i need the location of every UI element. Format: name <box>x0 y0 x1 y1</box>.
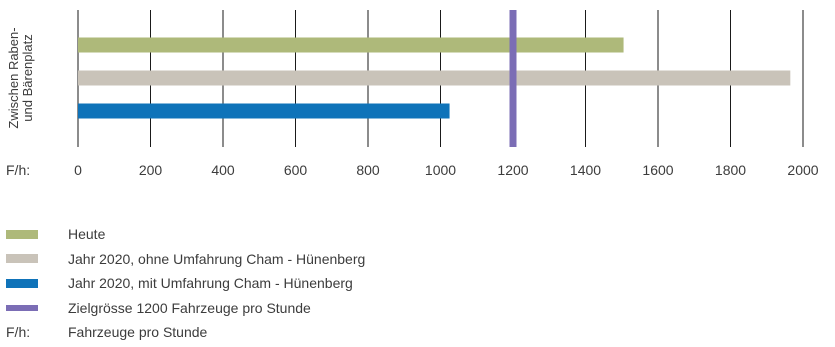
x-axis-prefix: F/h: <box>6 162 30 178</box>
legend-swatch-ohne-umfahrung <box>6 254 38 264</box>
legend-item-ohne-umfahrung: Jahr 2020, ohne Umfahrung Cham - Hünenbe… <box>6 247 606 272</box>
legend: Heute Jahr 2020, ohne Umfahrung Cham - H… <box>6 222 606 345</box>
legend-swatch-zielgroesse <box>6 304 38 311</box>
bars <box>78 37 791 119</box>
legend-label-zielgroesse: Zielgrösse 1200 Fahrzeuge pro Stunde <box>68 299 311 316</box>
x-tick-label-1600: 1600 <box>642 162 673 178</box>
legend-item-mit-umfahrung: Jahr 2020, mit Umfahrung Cham - Hünenber… <box>6 271 606 296</box>
x-tick-label-0: 0 <box>74 162 82 178</box>
legend-unit-text: Fahrzeuge pro Stunde <box>68 324 208 341</box>
legend-label-ohne-umfahrung: Jahr 2020, ohne Umfahrung Cham - Hünenbe… <box>68 250 366 267</box>
bar-2 <box>78 70 791 86</box>
legend-unit-key: F/h: <box>6 324 31 341</box>
bar-chart: 0 200 400 600 800 1000 1200 1400 1600 1800 2000 F/… <box>6 10 819 178</box>
legend-swatch-mit-umfahrung <box>6 278 38 288</box>
category-label-line-2: und Bärenplatz <box>20 34 35 121</box>
legend-item-heute: Heute <box>6 222 606 247</box>
x-tick-label-1200: 1200 <box>497 162 528 178</box>
x-tick-label-200: 200 <box>139 162 163 178</box>
x-tick-label-400: 400 <box>211 162 235 178</box>
legend-item-zielgroesse: Zielgrösse 1200 Fahrzeuge pro Stunde <box>6 296 606 321</box>
bar-3 <box>78 103 450 119</box>
legend-label-mit-umfahrung: Jahr 2020, mit Umfahrung Cham - Hünenber… <box>68 275 353 292</box>
x-tick-label-800: 800 <box>356 162 380 178</box>
category-label: Zwischen Raben- und Bärenplatz <box>6 27 35 128</box>
x-tick-label-2000: 2000 <box>787 162 818 178</box>
category-label-line-1: Zwischen Raben- <box>6 27 21 128</box>
x-tick-label-1400: 1400 <box>570 162 601 178</box>
legend-label-heute: Heute <box>68 226 106 243</box>
legend-item-unit: F/h: Fahrzeuge pro Stunde <box>6 320 606 345</box>
x-tick-label-1800: 1800 <box>715 162 746 178</box>
legend-swatch-heute <box>6 229 38 239</box>
x-tick-labels: 0 200 400 600 800 1000 1200 1400 1600 1800 2000 <box>74 162 819 178</box>
x-tick-label-600: 600 <box>284 162 308 178</box>
x-tick-label-1000: 1000 <box>425 162 456 178</box>
bar-1 <box>78 37 624 53</box>
